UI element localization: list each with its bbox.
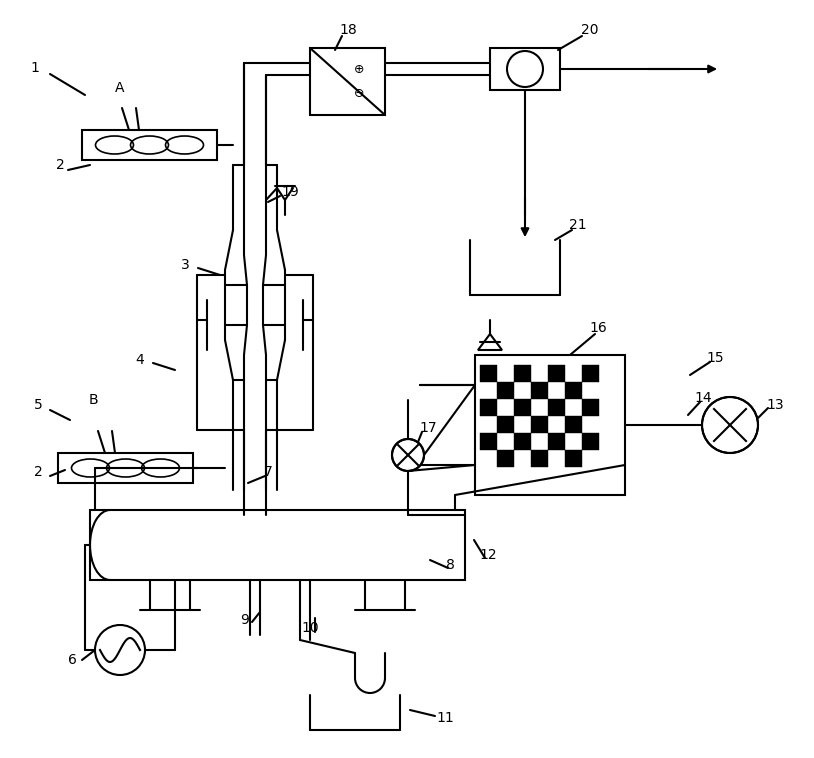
- Bar: [582, 365, 599, 382]
- Bar: [531, 450, 548, 467]
- Bar: [480, 365, 497, 382]
- Bar: [480, 399, 497, 416]
- Bar: [565, 382, 582, 399]
- Bar: [514, 433, 531, 450]
- Text: 13: 13: [766, 398, 784, 412]
- Bar: [531, 382, 548, 399]
- Bar: [582, 433, 599, 450]
- Circle shape: [702, 397, 758, 453]
- Text: 9: 9: [241, 613, 249, 627]
- Text: 5: 5: [33, 398, 42, 412]
- Text: 15: 15: [707, 351, 724, 365]
- Circle shape: [95, 625, 145, 675]
- Text: 3: 3: [181, 258, 190, 272]
- Text: 6: 6: [68, 653, 77, 667]
- Text: 11: 11: [436, 711, 454, 725]
- Bar: [565, 450, 582, 467]
- Text: 14: 14: [694, 391, 711, 405]
- Text: 1: 1: [31, 61, 39, 75]
- Text: 2: 2: [33, 465, 42, 479]
- Bar: [90, 510, 465, 580]
- Text: 2: 2: [55, 158, 64, 172]
- Bar: [548, 399, 565, 416]
- Text: 19: 19: [281, 185, 299, 199]
- Bar: [82, 130, 217, 160]
- Text: 8: 8: [445, 558, 454, 572]
- Text: ⊕: ⊕: [353, 63, 364, 76]
- Text: 10: 10: [301, 621, 319, 635]
- Circle shape: [507, 51, 543, 87]
- Bar: [497, 382, 514, 399]
- Bar: [514, 399, 531, 416]
- Text: 16: 16: [589, 321, 607, 335]
- Text: B: B: [88, 393, 98, 407]
- Bar: [582, 399, 599, 416]
- Bar: [480, 433, 497, 450]
- Bar: [490, 48, 560, 90]
- Bar: [475, 355, 625, 495]
- Text: 18: 18: [339, 23, 357, 37]
- Bar: [548, 433, 565, 450]
- Circle shape: [392, 439, 424, 471]
- Bar: [310, 48, 385, 115]
- Bar: [514, 365, 531, 382]
- Text: A: A: [116, 81, 125, 95]
- Text: 21: 21: [569, 218, 587, 232]
- Bar: [58, 453, 193, 483]
- Bar: [565, 416, 582, 433]
- Text: 12: 12: [479, 548, 497, 562]
- Text: 20: 20: [581, 23, 599, 37]
- Bar: [497, 416, 514, 433]
- Text: 7: 7: [264, 465, 273, 479]
- Text: ⊖: ⊖: [353, 87, 364, 100]
- Text: 17: 17: [419, 421, 437, 435]
- Bar: [548, 365, 565, 382]
- Bar: [497, 450, 514, 467]
- Bar: [531, 416, 548, 433]
- Text: 4: 4: [136, 353, 144, 367]
